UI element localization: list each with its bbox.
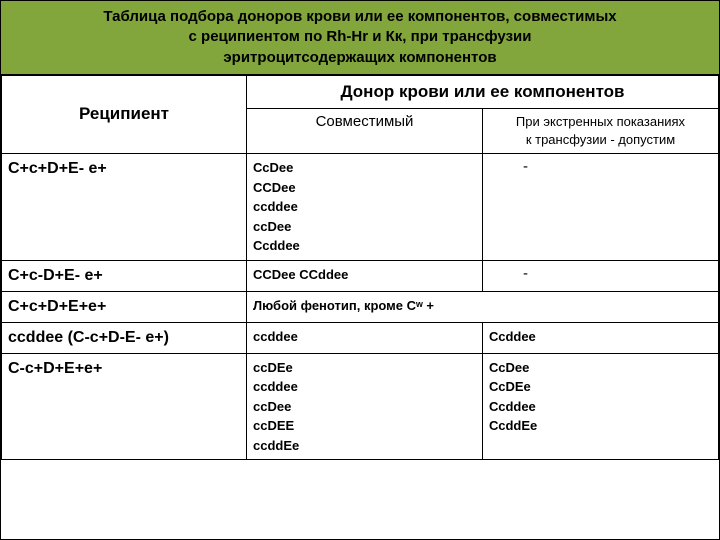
header-recipient: Реципиент	[2, 75, 247, 153]
page-container: Таблица подбора доноров крови или ее ком…	[0, 0, 720, 540]
title-bar: Таблица подбора доноров крови или ее ком…	[1, 1, 719, 75]
recipient-cell: ссddee (С-с+D-E- e+)	[2, 322, 247, 353]
emergency-cell: Ссddee	[483, 322, 719, 353]
header-compatible: Совместимый	[247, 108, 483, 153]
emergency-cell: СсDee СсDEe Ссddee СсddEe	[483, 353, 719, 460]
table-row: С+с+D+E+e+Любой фенотип, кроме Сʷ +	[2, 291, 719, 322]
compatible-span-cell: Любой фенотип, кроме Сʷ +	[247, 291, 719, 322]
table-row: С+с-D+E- e+ССDee ССddee-	[2, 260, 719, 291]
emergency-cell: -	[483, 260, 719, 291]
recipient-cell: С+с-D+E- e+	[2, 260, 247, 291]
compatible-cell: СсDee ССDee ссddee ссDee Ссddee	[247, 154, 483, 261]
header-emergency-l2: к трансфузии - допустим	[526, 132, 675, 147]
header-emergency-l1: При экстренных показаниях	[516, 114, 685, 129]
table-row: ссddee (С-с+D-E- e+)ссddeeСсddee	[2, 322, 719, 353]
compatible-cell: ССDee ССddee	[247, 260, 483, 291]
title-line-3: эритроцитсодержащих компонентов	[223, 49, 496, 66]
compatible-cell: ссddee	[247, 322, 483, 353]
recipient-cell: С+с+D+E- e+	[2, 154, 247, 261]
compatible-cell: ссDEe ссddee ссDee ссDEE ссddEe	[247, 353, 483, 460]
title-line-1: Таблица подбора доноров крови или ее ком…	[103, 8, 616, 25]
header-emergency: При экстренных показаниях к трансфузии -…	[483, 108, 719, 153]
recipient-cell: С+с+D+E+e+	[2, 291, 247, 322]
table-row: С-с+D+E+e+ссDEe ссddee ссDee ссDEE ссddE…	[2, 353, 719, 460]
title-line-2: с реципиентом по Rh-Hr и Кк, при трансфу…	[189, 28, 532, 45]
emergency-cell: -	[483, 154, 719, 261]
recipient-cell: С-с+D+E+e+	[2, 353, 247, 460]
donor-table: Реципиент Донор крови или ее компонентов…	[1, 75, 719, 460]
table-row: С+с+D+E- e+СсDee ССDee ссddee ссDee Ссdd…	[2, 154, 719, 261]
header-row-1: Реципиент Донор крови или ее компонентов	[2, 75, 719, 108]
header-donor: Донор крови или ее компонентов	[247, 75, 719, 108]
